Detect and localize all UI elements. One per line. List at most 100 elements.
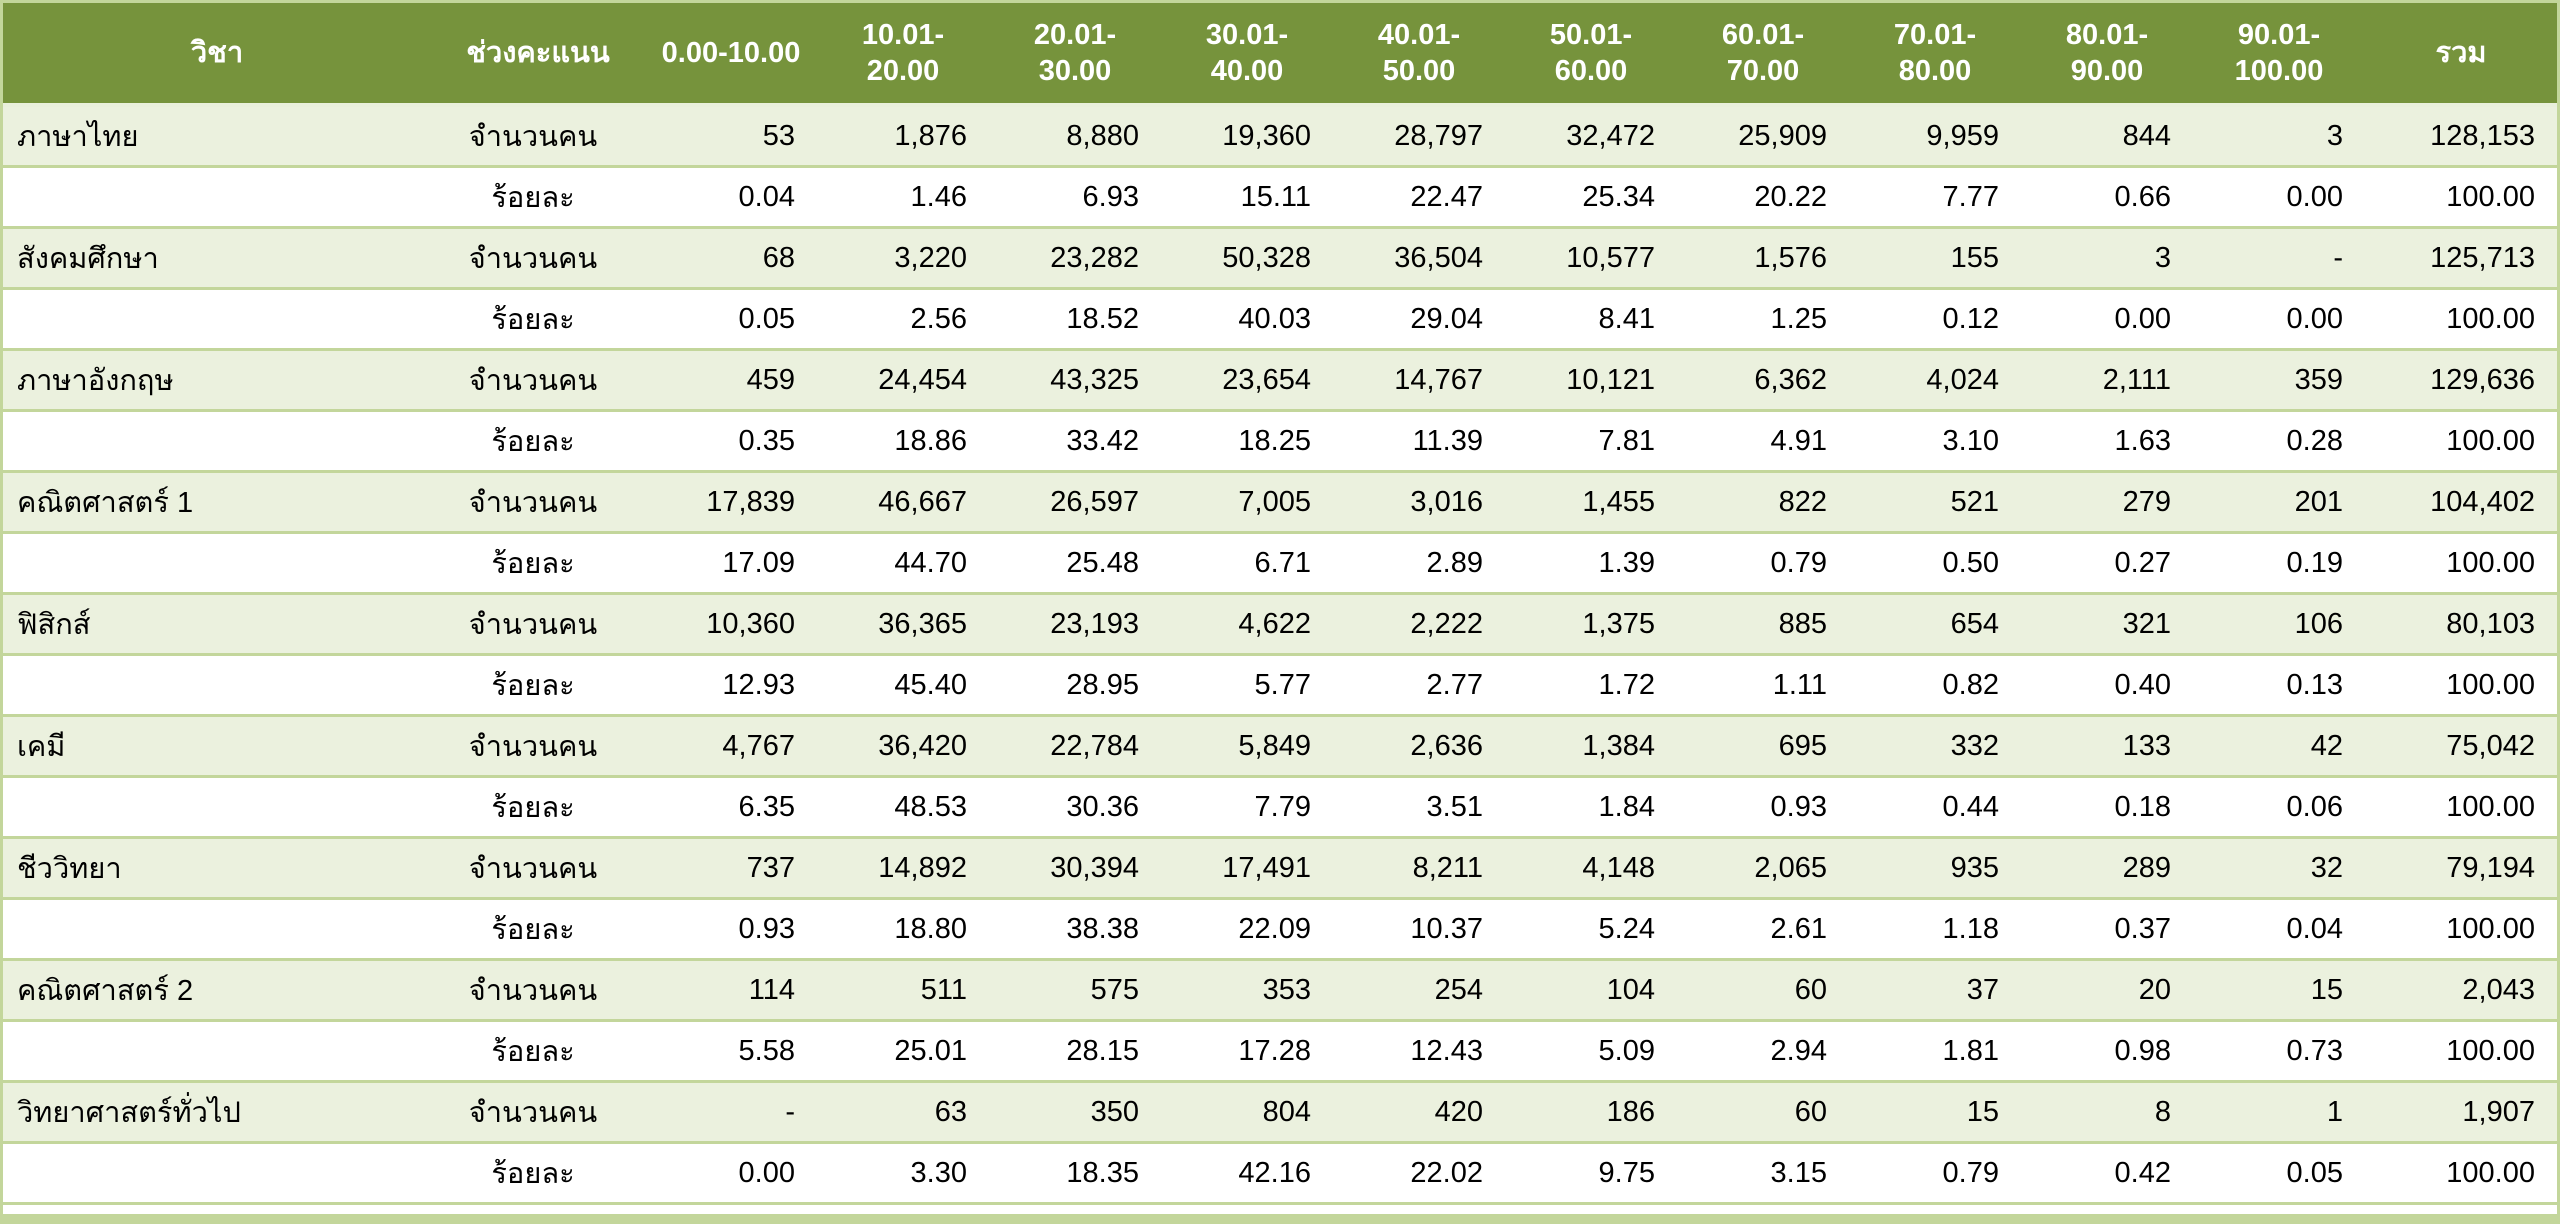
value-cell: 28,797 [1333,105,1505,168]
value-cell: 19,360 [1161,105,1333,168]
value-cell: 36,365 [817,593,989,656]
value-cell: 2,222 [1333,593,1505,656]
value-cell: 18.52 [989,288,1161,351]
value-cell: 420 [1333,1081,1505,1144]
value-cell: 521 [1849,471,2021,534]
value-cell: - [645,1081,817,1144]
value-cell: 37 [1849,959,2021,1022]
row-total-cell: 80,103 [2365,593,2557,656]
value-cell: 0.37 [2021,898,2193,961]
value-cell: 3.15 [1677,1142,1849,1205]
value-cell: 8,880 [989,105,1161,168]
subject-percent-row: ร้อยละ 0.35 18.86 33.42 18.25 11.39 7.81 4.91 3.… [3,410,2557,473]
value-cell: 1 [2193,1081,2365,1144]
row-total-cell: 75,042 [2365,715,2557,778]
row-type-cell: จำนวนคน [431,837,645,900]
subject-name-cell: คณิตศาสตร์ 2 [3,959,431,1022]
value-cell: 1.46 [817,166,989,229]
subject-name-cell [3,898,431,961]
value-cell: 2.56 [817,288,989,351]
subject-name-cell: ชีววิทยา [3,837,431,900]
value-cell: 6.71 [1161,532,1333,595]
value-cell: 8,211 [1333,837,1505,900]
table-header: วิชา ช่วงคะแนน 0.00-10.00 10.01-20.00 20.01-… [3,3,2557,107]
subject-name-cell: ภาษาอังกฤษ [3,349,431,412]
row-type-cell: ร้อยละ [431,776,645,839]
value-cell: 1.25 [1677,288,1849,351]
value-cell: 0.04 [2193,898,2365,961]
value-cell: 575 [989,959,1161,1022]
value-cell: 695 [1677,715,1849,778]
value-cell: 3 [2021,227,2193,290]
value-cell: 0.00 [2021,288,2193,351]
header-score-bucket: 30.01-40.00 [1161,3,1333,107]
subject-name-cell [3,288,431,351]
subject-percent-row: ร้อยละ 0.93 18.80 38.38 22.09 10.37 5.24 2.61 1.… [3,898,2557,961]
value-cell: 20.22 [1677,166,1849,229]
row-total-cell: 100.00 [2365,532,2557,595]
subject-name-cell [3,532,431,595]
value-cell: 186 [1505,1081,1677,1144]
value-cell: 1.72 [1505,654,1677,717]
value-cell: 22.09 [1161,898,1333,961]
value-cell: 12.93 [645,654,817,717]
value-cell: 359 [2193,349,2365,412]
value-cell: 511 [817,959,989,1022]
value-cell: 8.41 [1505,288,1677,351]
subject-percent-row: ร้อยละ 17.09 44.70 25.48 6.71 2.89 1.39 0.79 0.5… [3,532,2557,595]
value-cell: 0.27 [2021,532,2193,595]
row-type-cell: ร้อยละ [431,166,645,229]
header-score-bucket: 50.01-60.00 [1505,3,1677,107]
value-cell: 3.30 [817,1142,989,1205]
value-cell: 0.93 [1677,776,1849,839]
value-cell: 20 [2021,959,2193,1022]
value-cell: 68 [645,227,817,290]
value-cell: 6,362 [1677,349,1849,412]
value-cell: 25.01 [817,1020,989,1083]
value-cell: 0.40 [2021,654,2193,717]
table-bottom-edge [0,1214,2560,1224]
row-total-cell: 100.00 [2365,898,2557,961]
value-cell: 5.09 [1505,1020,1677,1083]
value-cell: 7.79 [1161,776,1333,839]
row-total-cell: 100.00 [2365,1020,2557,1083]
value-cell: 12.43 [1333,1020,1505,1083]
value-cell: 15.11 [1161,166,1333,229]
subject-name-cell: เคมี [3,715,431,778]
value-cell: 0.00 [645,1142,817,1205]
value-cell: 0.18 [2021,776,2193,839]
value-cell: 4,148 [1505,837,1677,900]
value-cell: 2,636 [1333,715,1505,778]
subject-name-cell: ภาษาไทย [3,105,431,168]
value-cell: 1.63 [2021,410,2193,473]
value-cell: 18.86 [817,410,989,473]
value-cell: 155 [1849,227,2021,290]
value-cell: 0.13 [2193,654,2365,717]
value-cell: 2.94 [1677,1020,1849,1083]
row-type-cell: ร้อยละ [431,1020,645,1083]
subject-percent-row: ร้อยละ 12.93 45.40 28.95 5.77 2.77 1.72 1.11 0.8… [3,654,2557,717]
value-cell: 17,491 [1161,837,1333,900]
subject-name-cell [3,1142,431,1205]
table-header-row: วิชา ช่วงคะแนน 0.00-10.00 10.01-20.00 20.01-… [3,3,2557,107]
value-cell: 9,959 [1849,105,2021,168]
value-cell: 0.00 [2193,288,2365,351]
value-cell: 32,472 [1505,105,1677,168]
row-total-cell: 125,713 [2365,227,2557,290]
value-cell: 18.80 [817,898,989,961]
value-cell: 0.04 [645,166,817,229]
value-cell: 0.66 [2021,166,2193,229]
subject-count-row: คณิตศาสตร์ 2 จำนวนคน 114 511 575 353 254 104 60 3… [3,959,2557,1022]
value-cell: 1,876 [817,105,989,168]
table-body: ภาษาไทย จำนวนคน 53 1,876 8,880 19,360 28,797 32… [3,105,2557,1205]
value-cell: 60 [1677,1081,1849,1144]
subject-count-row: สังคมศึกษา จำนวนคน 68 3,220 23,282 50,328 36,5… [3,227,2557,290]
subject-percent-row: ร้อยละ 0.04 1.46 6.93 15.11 22.47 25.34 20.22 7.… [3,166,2557,229]
row-total-cell: 1,907 [2365,1081,2557,1144]
subject-percent-row: ร้อยละ 0.05 2.56 18.52 40.03 29.04 8.41 1.25 0.1… [3,288,2557,351]
value-cell: 0.05 [645,288,817,351]
subject-name-cell [3,1020,431,1083]
value-cell: 48.53 [817,776,989,839]
row-total-cell: 100.00 [2365,654,2557,717]
